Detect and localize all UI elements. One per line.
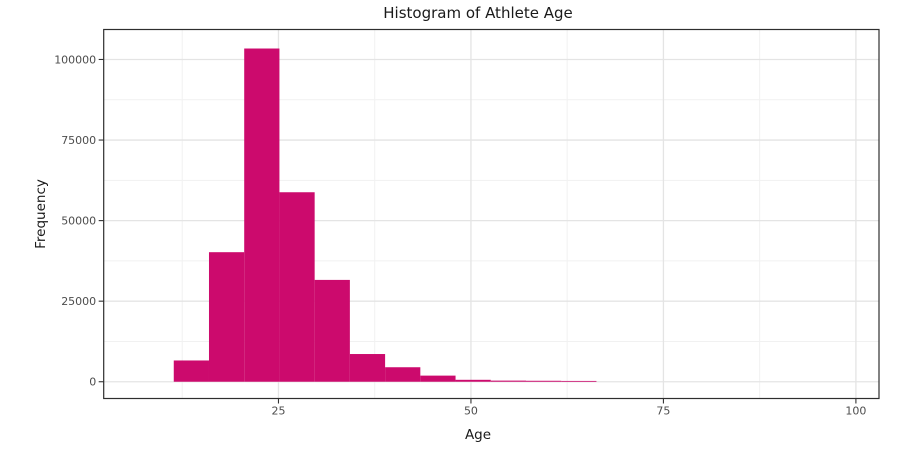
- y-tick-label: 25000: [61, 295, 96, 308]
- x-tick-label: 25: [271, 405, 285, 418]
- x-axis-title: Age: [464, 427, 492, 443]
- histogram-bar: [561, 380, 597, 382]
- y-tick-label: 0: [89, 376, 96, 389]
- y-tick-label: 100000: [54, 53, 96, 66]
- histogram-bar: [244, 48, 280, 382]
- x-tick-label: 50: [464, 405, 478, 418]
- histogram-bar: [385, 367, 421, 382]
- y-tick-label: 75000: [61, 134, 96, 147]
- x-tick-label: 100: [845, 405, 866, 418]
- histogram-bar: [314, 279, 350, 382]
- y-axis-title: Frequency: [33, 179, 49, 249]
- histogram-bar: [490, 380, 526, 382]
- histogram-bar: [455, 379, 491, 382]
- panel-border: [103, 28, 880, 400]
- y-tick-label: 50000: [61, 215, 96, 228]
- histogram-bar: [173, 360, 209, 382]
- histogram-bar: [208, 252, 245, 382]
- histogram-bar: [349, 354, 386, 382]
- x-tick-label: 75: [656, 405, 670, 418]
- chart-title: Histogram of Athlete Age: [383, 4, 573, 22]
- histogram-bar: [525, 380, 562, 382]
- histogram-bar: [420, 375, 456, 382]
- histogram-bar: [279, 192, 315, 382]
